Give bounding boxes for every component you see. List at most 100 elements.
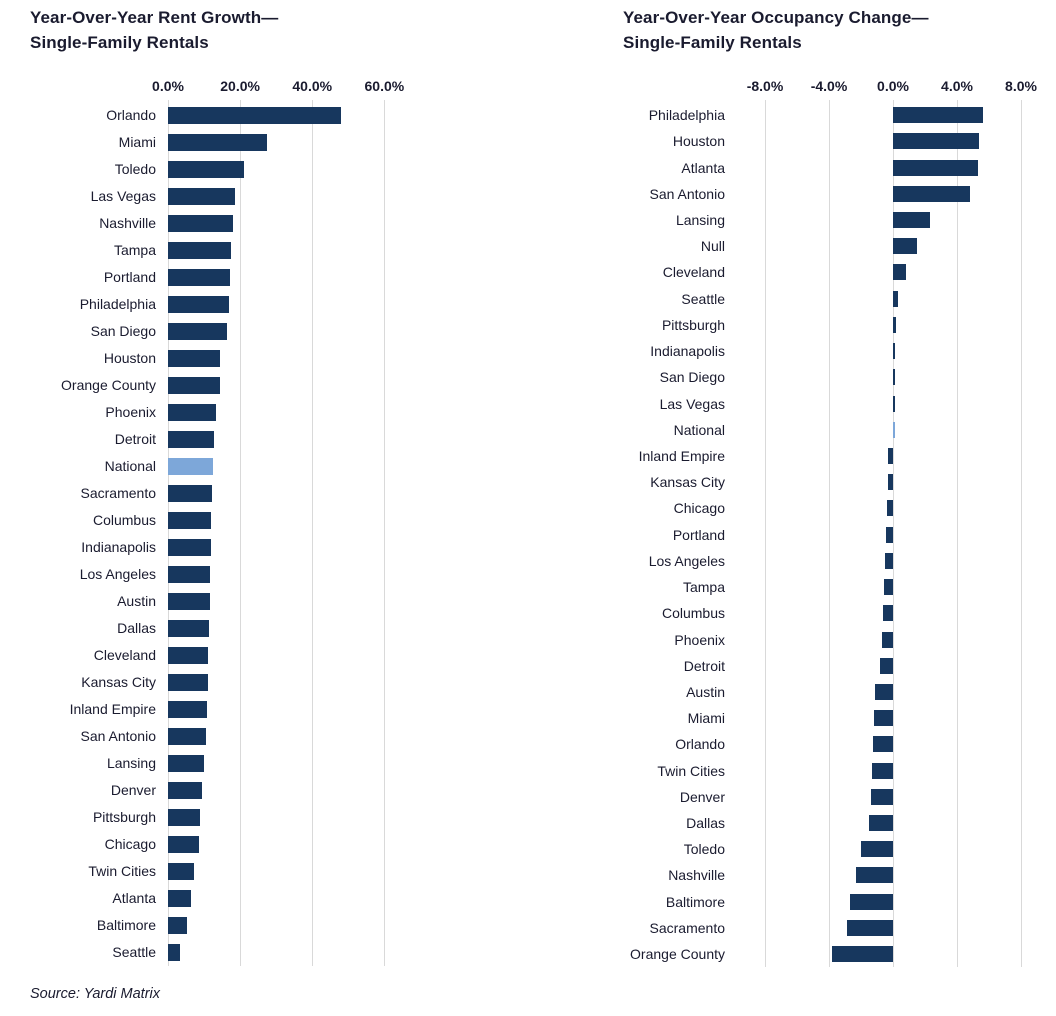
chart-row: Austin [560,679,1056,705]
chart-row: Dallas [0,615,520,642]
bar [873,710,893,727]
x-tick-label: 0.0% [877,78,909,94]
source-note: Source: Yardi Matrix [30,986,161,1002]
chart-title-line: Year-Over-Year Occupancy Change— [623,8,929,27]
chart-row: Philadelphia [560,102,1056,128]
bar [168,376,220,394]
bar [846,919,893,936]
bar [168,646,209,664]
bar [168,295,230,313]
chart-row: National [0,453,520,480]
category-label: Orlando [675,736,725,753]
category-label: Toledo [114,161,156,177]
bar [885,552,893,569]
x-tick-label: -4.0% [810,78,848,94]
gridline [893,100,894,967]
chart-title-line: Year-Over-Year Rent Growth— [30,8,279,27]
category-label: Dallas [686,815,725,832]
category-label: Nashville [99,215,156,231]
chart-row: Tampa [560,574,1056,600]
bar [168,133,268,151]
chart-row: Portland [560,522,1056,548]
category-label: Atlanta [112,890,156,906]
chart-title-line: Single-Family Rentals [623,32,802,52]
bar [893,369,895,386]
chart-row: Nashville [0,210,520,237]
chart-row: Lansing [0,750,520,777]
category-label: Sacramento [80,485,156,501]
chart-row: Phoenix [0,399,520,426]
bar [168,781,202,799]
chart-row: Indianapolis [0,534,520,561]
bar [893,343,896,360]
gridline [1021,100,1022,967]
category-label: National [104,458,156,474]
chart-row: San Diego [0,318,520,345]
chart-row: Toledo [0,156,520,183]
bar [888,447,893,464]
chart-row: San Diego [560,364,1056,390]
category-label: Chicago [104,836,156,852]
bar [869,815,893,832]
category-label: Inland Empire [638,447,725,464]
chart-row: Detroit [0,426,520,453]
bar [168,862,195,880]
chart-row: Las Vegas [560,390,1056,416]
x-axis: 0.0% 20.0% 40.0% 60.0% [0,78,520,98]
category-label: Miami [687,710,725,727]
category-label: Chicago [673,500,725,517]
bar [168,727,206,745]
category-label: Kansas City [650,474,725,491]
category-label: Seattle [681,290,725,307]
category-label: Phoenix [674,631,725,648]
bar [893,421,895,438]
x-tick-label: 60.0% [364,78,405,94]
bar [168,700,207,718]
bar [882,605,893,622]
chart-row: Kansas City [0,669,520,696]
category-label: Portland [103,269,156,285]
category-label: Columbus [92,512,156,528]
category-label: Las Vegas [90,188,156,204]
bar [168,808,201,826]
chart-row: Seattle [560,286,1056,312]
chart-row: Columbus [0,507,520,534]
bar [893,395,895,412]
bar [893,159,978,176]
category-label: San Diego [659,369,725,386]
x-tick-label: 4.0% [941,78,973,94]
chart-row: Chicago [0,831,520,858]
chart-row: San Antonio [560,181,1056,207]
category-label: Phoenix [105,404,156,420]
gridline [312,100,314,966]
chart-row: Cleveland [0,642,520,669]
bar [168,511,211,529]
category-label: Orange County [630,946,725,963]
category-label: Nashville [668,867,725,884]
bar [893,107,983,124]
category-label: San Diego [90,323,156,339]
chart-row: Los Angeles [0,561,520,588]
gridline [957,100,958,967]
chart-row: Houston [560,128,1056,154]
rent-growth-chart: Year-Over-Year Rent Growth— Single-Famil… [0,0,520,980]
bar [875,683,893,700]
category-label: Cleveland [93,647,156,663]
bar [168,268,231,286]
category-label: Los Angeles [79,566,156,582]
chart-row: Austin [0,588,520,615]
bar [873,736,893,753]
x-tick-label: -8.0% [746,78,784,94]
chart-row: Twin Cities [560,758,1056,784]
bar [168,835,199,853]
category-label: Baltimore [665,893,725,910]
category-label: Twin Cities [88,863,156,879]
bar [881,631,893,648]
chart-row: Inland Empire [0,696,520,723]
bar [168,403,217,421]
bar [893,238,917,255]
category-label: Los Angeles [648,552,725,569]
chart-row: Seattle [0,939,520,966]
chart-row: Atlanta [0,885,520,912]
x-tick-label: 0.0% [152,78,184,94]
